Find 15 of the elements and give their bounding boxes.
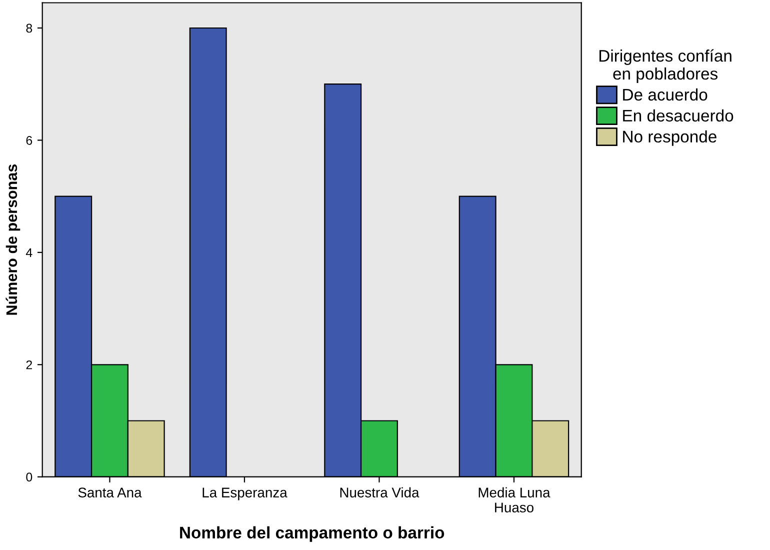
x-tick-label: Santa Ana [78,488,142,498]
x-axis-title: Nombre del campamento o barrio [180,526,444,542]
y-tick-label: 2 [26,360,32,370]
y-tick-label: 8 [26,24,32,33]
x-tick-label: La Esperanza [202,488,288,500]
x-tick-label: Nuestra Vida [340,487,420,498]
legend-title: Dirigentes confían en pobladores [600,49,732,83]
legend-label: De acuerdo [623,88,708,101]
y-tick-label: 6 [26,136,32,145]
y-tick-label: 0 [26,472,32,482]
y-tick-label: 4 [26,248,32,257]
y-axis-title: Número de personas [6,164,20,315]
legend-label: En desacuerdo [623,109,734,122]
x-tick-label: Media Luna Huaso [478,487,550,512]
legend-label: No responde [623,130,716,146]
